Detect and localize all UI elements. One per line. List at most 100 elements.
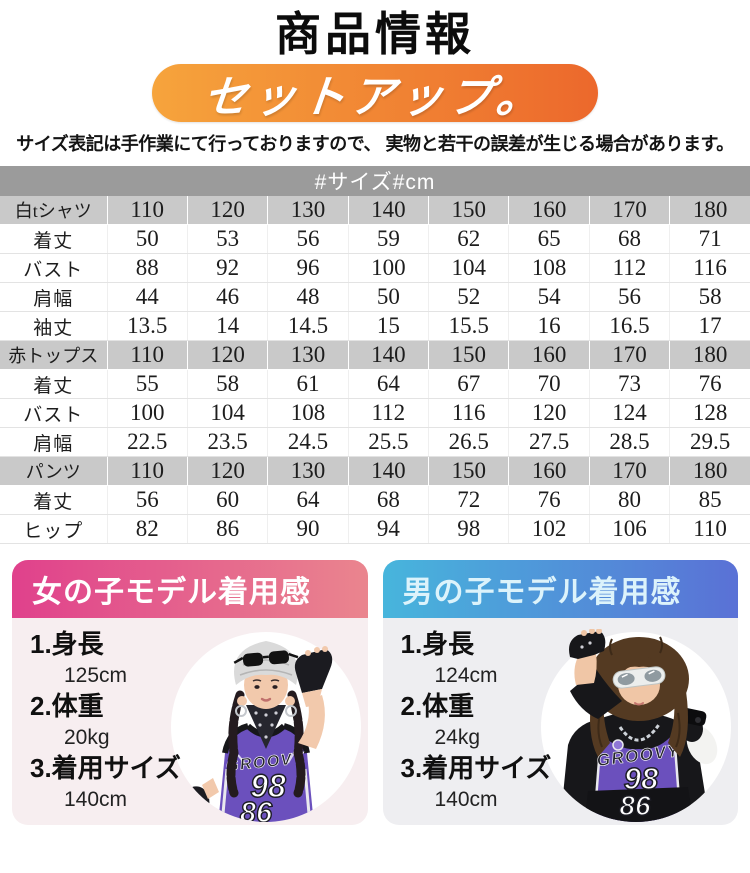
measure-value: 27.5	[508, 427, 590, 457]
measure-value: 108	[267, 398, 349, 428]
size-value: 120	[187, 340, 268, 370]
size-value: 180	[669, 196, 750, 225]
girl-sunglasses	[233, 650, 298, 667]
girl-jersey	[217, 726, 314, 822]
table-unit-row: #サイズ#cm	[0, 166, 750, 196]
girl-model-photo: GROOVY 98 86	[170, 632, 361, 825]
measure-value: 106	[589, 514, 671, 544]
measure-value: 100	[348, 253, 430, 283]
measure-value: 68	[589, 224, 671, 254]
measure-value: 100	[107, 398, 188, 428]
measure-label: 着丈	[0, 485, 108, 515]
measure-value: 56	[107, 485, 188, 515]
setup-badge-label: セットアップ。	[201, 73, 548, 122]
size-value: 130	[267, 456, 349, 486]
measure-value: 17	[669, 311, 750, 341]
girl-card-body: 1.身長 125cm 2.体重 20kg 3.着用サイズ 140cm	[12, 618, 368, 825]
measure-value: 64	[348, 369, 430, 399]
measure-value: 24.5	[267, 427, 349, 457]
measure-value: 46	[187, 282, 269, 312]
measure-value: 104	[187, 398, 269, 428]
boy-chain-necklace	[618, 722, 662, 742]
section-label: 白tシャツ	[0, 196, 107, 225]
measure-value: 29.5	[669, 427, 750, 457]
boy-card-title: 男の子モデル着用感	[402, 576, 682, 609]
size-section-row: パンツ 110 120 130 140 150 160 170 180	[0, 456, 750, 486]
measure-value: 128	[669, 398, 750, 428]
measure-value: 26.5	[428, 427, 510, 457]
measure-label: バスト	[0, 253, 108, 283]
measure-value: 112	[589, 253, 671, 283]
spec-value: 140cm	[64, 788, 128, 811]
size-value: 140	[348, 340, 429, 370]
table-unit-label: #サイズ#cm	[0, 166, 750, 196]
size-value: 130	[267, 196, 349, 225]
measure-value: 80	[589, 485, 671, 515]
measure-value: 116	[669, 253, 750, 283]
spec-label: 1.身長	[400, 629, 475, 659]
spec-label: 2.体重	[400, 691, 475, 721]
size-value: 180	[669, 456, 750, 486]
measure-value: 116	[428, 398, 510, 428]
measure-value: 73	[589, 369, 671, 399]
boy-photo: GROOVY 98 86	[538, 629, 734, 825]
measure-value: 64	[267, 485, 349, 515]
girl-photo: GROOVY 98 86	[168, 629, 364, 825]
measure-value: 108	[508, 253, 590, 283]
section-label: 赤トップス	[0, 340, 107, 370]
spec-label: 3.着用サイズ	[400, 753, 552, 783]
measure-value: 50	[348, 282, 430, 312]
measure-row: 肩幅 44 46 48 50 52 54 56 58	[0, 282, 750, 312]
measure-value: 13.5	[107, 311, 188, 341]
measure-value: 88	[107, 253, 188, 283]
measure-value: 67	[428, 369, 510, 399]
spec-value: 124cm	[434, 664, 498, 687]
measure-row: バスト 100 104 108 112 116 120 124 128	[0, 398, 750, 428]
measure-value: 55	[107, 369, 188, 399]
measure-value: 96	[267, 253, 349, 283]
size-table-body: #サイズ#cm 白tシャツ 110 120 130 140 150 160 170 180 着丈 50…	[0, 166, 750, 544]
measure-value: 15.5	[428, 311, 510, 341]
measure-value: 86	[187, 514, 269, 544]
measure-value: 14	[187, 311, 269, 341]
measure-row: 肩幅 22.5 23.5 24.5 25.5 26.5 27.5 28.5 29.5	[0, 427, 750, 457]
spec-list: 1.身長 125cm 2.体重 20kg 3.着用サイズ 140cm	[30, 628, 181, 814]
measure-value: 102	[508, 514, 590, 544]
size-value: 150	[428, 196, 509, 225]
size-value: 170	[589, 196, 670, 225]
measure-value: 54	[508, 282, 590, 312]
size-value: 150	[428, 340, 509, 370]
girl-right-glove	[294, 649, 332, 693]
size-value: 160	[508, 340, 590, 370]
measure-value: 48	[267, 282, 349, 312]
measure-value: 104	[428, 253, 510, 283]
boy-raised-forearm	[574, 653, 597, 685]
size-value: 150	[428, 456, 509, 486]
spec-value: 140cm	[434, 788, 498, 811]
measure-value: 70	[508, 369, 590, 399]
size-value: 140	[348, 196, 429, 225]
measure-row: バスト 88 92 96 100 104 108 112 116	[0, 253, 750, 283]
measure-value: 62	[428, 224, 510, 254]
measure-value: 94	[348, 514, 430, 544]
spec-label: 2.体重	[30, 691, 104, 721]
measure-value: 76	[508, 485, 590, 515]
girl-jersey-number-bottom: 86	[239, 797, 272, 825]
measure-row: ヒップ 82 86 90 94 98 102 106 110	[0, 514, 750, 544]
setup-badge: セットアップ。	[152, 64, 598, 122]
girl-neck-bandana	[245, 705, 286, 749]
measure-value: 120	[508, 398, 590, 428]
measure-value: 52	[428, 282, 510, 312]
spec-label: 3.着用サイズ	[30, 753, 181, 783]
page-title: 商品情報	[275, 7, 475, 61]
girl-outfit: GROOVY 98 86	[178, 723, 314, 825]
size-value: 110	[107, 340, 188, 370]
measure-value: 60	[187, 485, 269, 515]
measure-value: 82	[107, 514, 188, 544]
measure-row: 袖丈 13.5 14 14.5 15 15.5 16 16.5 17	[0, 311, 750, 341]
measure-value: 68	[348, 485, 430, 515]
boy-card-header: 男の子モデル着用感	[382, 560, 738, 618]
boy-model-photo: GROOVY 98 86	[541, 629, 731, 822]
measure-value: 90	[267, 514, 349, 544]
size-value: 110	[107, 456, 188, 486]
